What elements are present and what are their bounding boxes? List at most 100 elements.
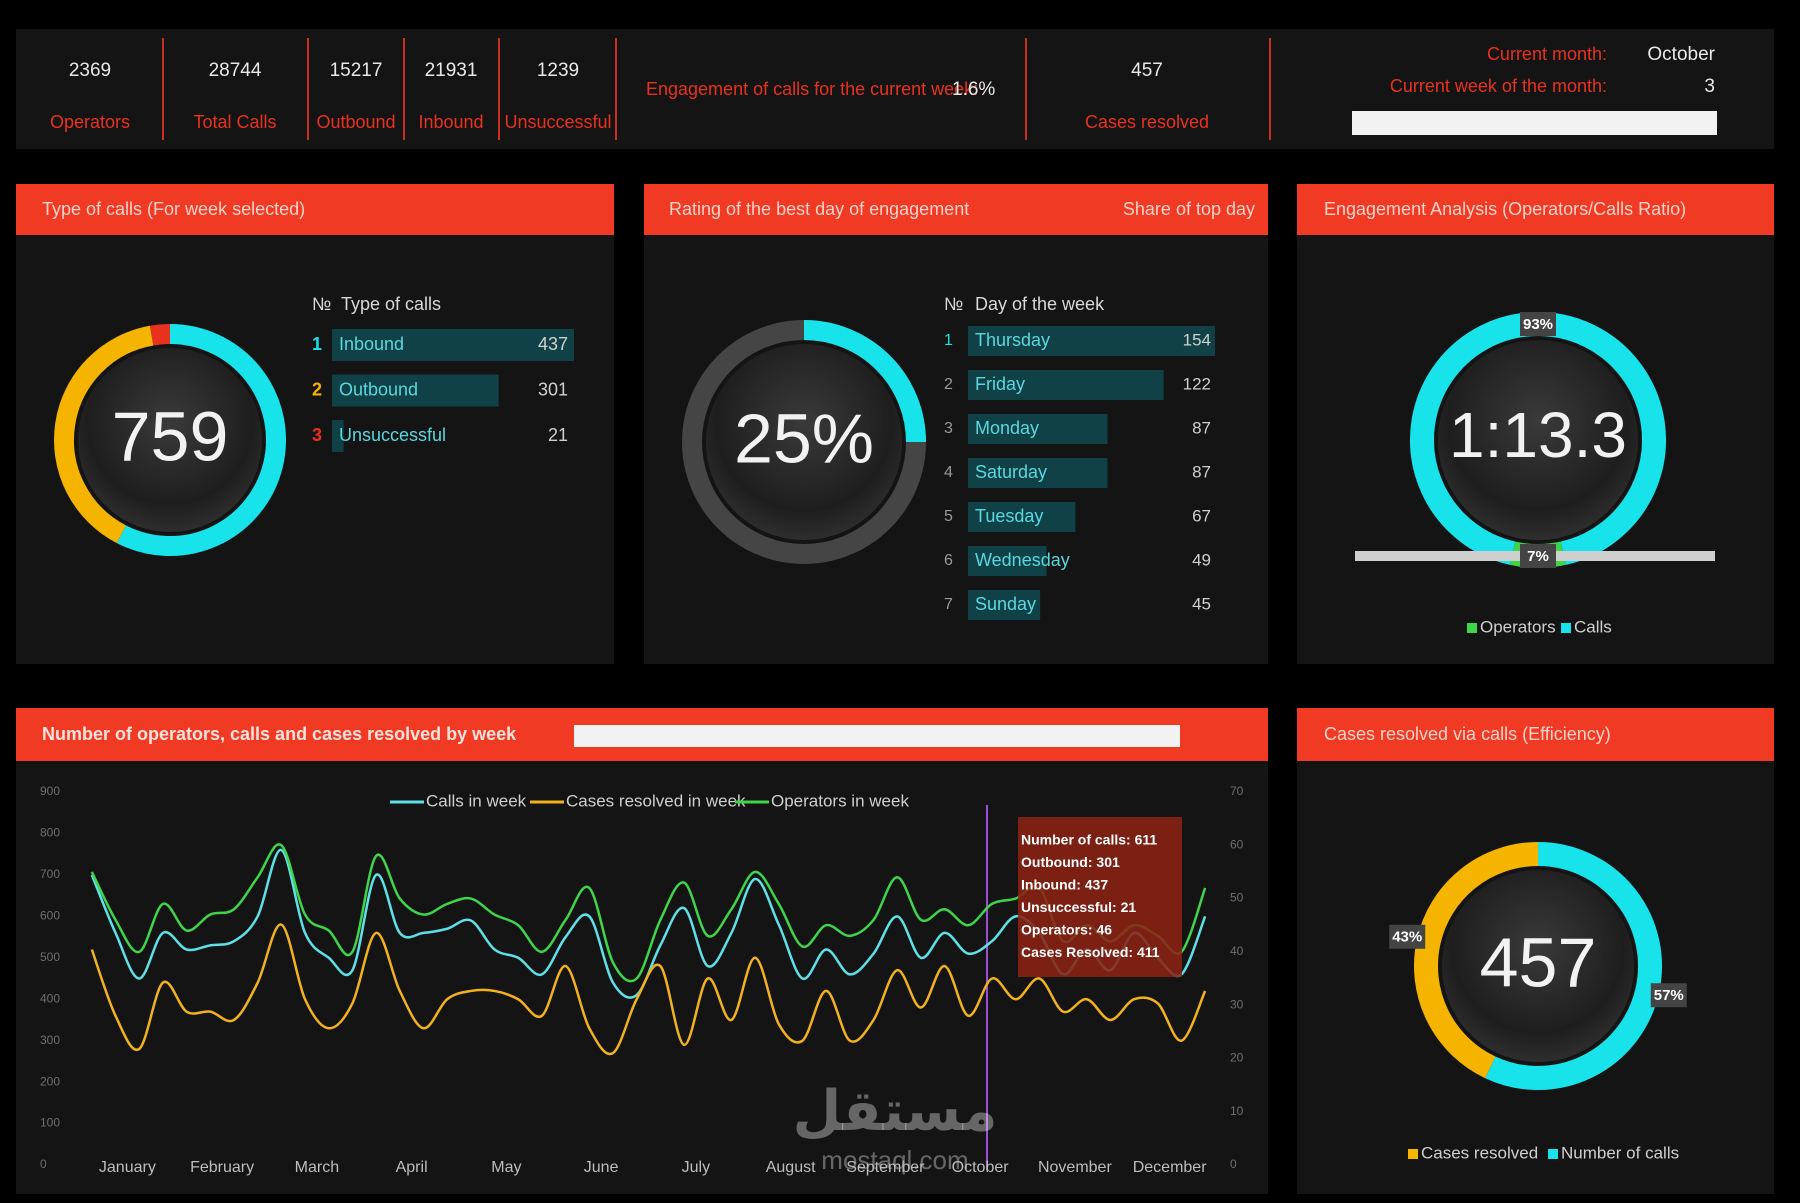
- legend-swatch: [1467, 623, 1477, 633]
- series-line: [90, 923, 1207, 1056]
- panel-title: Rating of the best day of engagement: [669, 199, 969, 219]
- tooltip-line: Number of calls: 611: [1021, 832, 1157, 848]
- x-tick-label: December: [1133, 1159, 1207, 1176]
- y2-tick-label: 10: [1230, 1104, 1244, 1118]
- x-tick-label: August: [766, 1159, 816, 1176]
- row-number: 1: [312, 334, 322, 354]
- y-tick-label: 0: [40, 1157, 47, 1171]
- column-header: Type of calls: [341, 294, 441, 314]
- kpi-label: Operators: [50, 112, 130, 132]
- slicer-bar[interactable]: [574, 725, 1180, 747]
- pct-label: 7%: [1527, 548, 1549, 565]
- panel-title: Type of calls (For week selected): [42, 199, 305, 219]
- watermark: mostaql.com: [821, 1145, 968, 1175]
- x-tick-label: May: [491, 1159, 521, 1176]
- legend-label: Cases resolved in week: [566, 791, 746, 810]
- table-bar: [968, 590, 1041, 620]
- row-value: 122: [1183, 374, 1211, 393]
- row-number: 6: [944, 552, 953, 569]
- donut-knob: [706, 344, 902, 540]
- panel-subtitle: Share of top day: [1123, 199, 1255, 219]
- kpi-value: 21931: [425, 60, 478, 81]
- engagement-value: 1.6%: [952, 79, 995, 100]
- slicer-bar[interactable]: [1352, 111, 1717, 135]
- donut-segment: [116, 324, 286, 556]
- y2-tick-label: 20: [1230, 1051, 1244, 1065]
- y-tick-label: 500: [40, 950, 60, 964]
- tooltip: [1018, 817, 1182, 977]
- panel-header: [644, 184, 1268, 235]
- y-tick-label: 600: [40, 909, 60, 923]
- row-name: Tuesday: [975, 506, 1043, 526]
- kpi-label: Outbound: [316, 112, 395, 132]
- x-tick-label: June: [584, 1159, 619, 1176]
- row-name: Sunday: [975, 594, 1036, 614]
- donut-segment: [1485, 842, 1662, 1090]
- row-number: 1: [944, 332, 953, 349]
- x-tick-label: April: [396, 1159, 428, 1176]
- panel-title: Number of operators, calls and cases res…: [42, 724, 517, 744]
- kpi-value: 2369: [69, 60, 111, 81]
- row-number: 2: [312, 379, 322, 399]
- x-tick-label: January: [99, 1159, 156, 1176]
- legend-label: Number of calls: [1561, 1143, 1679, 1162]
- row-name: Wednesday: [975, 550, 1070, 570]
- y-tick-label: 100: [40, 1116, 60, 1130]
- kpi-value: 28744: [209, 60, 262, 81]
- row-name: Saturday: [975, 462, 1047, 482]
- row-value: 301: [538, 379, 568, 399]
- kpi-label: Unsuccessful: [504, 112, 611, 132]
- tooltip-line: Unsuccessful: 21: [1021, 899, 1136, 915]
- row-name: Monday: [975, 418, 1039, 438]
- legend-label: Calls in week: [426, 791, 527, 810]
- y-tick-label: 200: [40, 1074, 60, 1088]
- kpi-value: 15217: [330, 60, 383, 81]
- kpi-label: Inbound: [418, 112, 483, 132]
- table-bar: [968, 414, 1108, 444]
- x-tick-label: March: [295, 1159, 339, 1176]
- row-value: 45: [1192, 594, 1211, 613]
- donut-segment: [54, 325, 154, 544]
- legend-swatch: [1548, 1149, 1558, 1159]
- x-tick-label: July: [682, 1159, 710, 1176]
- legend-label: Calls: [1574, 617, 1612, 636]
- table-bar: [332, 329, 574, 361]
- donut-segment: [1414, 842, 1539, 1079]
- row-value: 67: [1192, 506, 1211, 525]
- column-header: №: [944, 294, 963, 314]
- row-number: 5: [944, 508, 953, 525]
- table-bar: [968, 546, 1047, 576]
- legend-swatch: [1408, 1149, 1418, 1159]
- y2-tick-label: 30: [1230, 997, 1244, 1011]
- panel-title: Engagement Analysis (Operators/Calls Rat…: [1324, 199, 1686, 219]
- tooltip-line: Outbound: 301: [1021, 854, 1120, 870]
- week-value: 3: [1704, 76, 1715, 97]
- y-tick-label: 800: [40, 826, 60, 840]
- row-number: 3: [944, 420, 953, 437]
- kpi-label: Total Calls: [193, 112, 276, 132]
- y2-tick-label: 40: [1230, 944, 1244, 958]
- row-name: Thursday: [975, 330, 1050, 350]
- row-value: 154: [1183, 330, 1211, 349]
- x-tick-label: November: [1038, 1159, 1112, 1176]
- row-number: 3: [312, 425, 322, 445]
- panel-header: [16, 184, 614, 235]
- row-name: Friday: [975, 374, 1025, 394]
- y-tick-label: 400: [40, 991, 60, 1005]
- table-bar: [968, 458, 1108, 488]
- pct-label: 57%: [1654, 987, 1684, 1004]
- column-header: №: [312, 294, 331, 314]
- row-number: 4: [944, 464, 953, 481]
- donut-segment: [149, 324, 171, 346]
- donut-knob: [78, 348, 262, 532]
- legend-label: Cases resolved: [1421, 1143, 1538, 1162]
- legend-label: Operators in week: [771, 791, 909, 810]
- row-value: 87: [1192, 418, 1211, 437]
- table-bar: [332, 374, 499, 407]
- table-bar: [968, 326, 1215, 356]
- watermark: مستقل: [793, 1079, 998, 1142]
- x-tick-label: October: [952, 1159, 1010, 1176]
- column-header: Day of the week: [975, 294, 1105, 314]
- pct-box: [1389, 924, 1426, 949]
